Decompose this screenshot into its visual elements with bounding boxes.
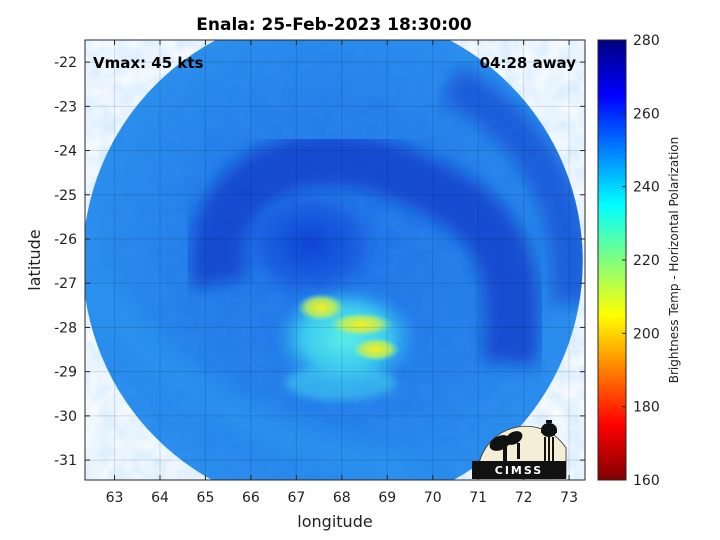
outer-warm-band [85,271,416,480]
colorbar: 160 180 200 220 240 260 280 Brightness Temp - … [597,33,681,489]
y-tick-label: -23 [54,99,77,115]
colorbar-tick-label: 220 [633,253,660,269]
y-tick-label: -26 [54,232,77,248]
colorbar-tick-label: 200 [633,326,660,342]
x-axis-label: longitude [297,512,372,531]
x-tick-label: 69 [378,490,396,506]
y-tick-label: -22 [54,55,77,71]
cold-spiral-band [190,132,540,366]
cyan-lower-band [285,364,396,401]
colorbar-tick-label: 240 [633,180,660,196]
y-tick-label: -27 [54,276,77,292]
time-away-annotation: 04:28 away [480,54,577,72]
satellite-dish-icon [489,431,523,461]
colorbar-tick-label: 260 [633,106,660,122]
x-tick-label: 68 [333,490,351,506]
plot-frame [84,39,586,481]
water-tower-icon [541,420,557,461]
warm-spot-2 [328,312,393,337]
chart-title: Enala: 25-Feb-2023 18:30:00 [196,15,472,35]
y-tick-label: -25 [54,188,77,204]
swath-features [85,65,583,480]
x-tick-label: 71 [469,490,487,506]
x-tick-label: 67 [287,490,305,506]
cimss-logo-text: CIMSS [495,464,543,477]
warm-spot-3 [351,337,400,362]
colorbar-ticks: 160 180 200 220 240 260 280 [622,33,660,489]
x-tick-label: 66 [242,490,260,506]
colorbar-tick-label: 280 [633,33,660,49]
plot-area: 63 64 65 66 67 68 69 70 71 72 73 -22-23-24-25-26-2… [54,39,586,506]
microwave-swath [85,40,583,480]
y-axis-label: latitude [25,229,44,290]
swath-disk-features [85,65,583,480]
y-tick-label: -29 [54,365,77,381]
y-tick-label: -28 [54,320,77,336]
colorbar-gradient [597,39,627,481]
cold-core [240,188,380,299]
x-tick-label: 64 [151,490,169,506]
colorbar-tick-label: 180 [633,400,660,416]
colorbar-label: Brightness Temp - Horizontal Polarizatio… [667,137,681,384]
x-axis-ticks: 63 64 65 66 67 68 69 70 71 72 73 [106,40,578,506]
x-tick-label: 65 [197,490,215,506]
y-tick-label: -30 [54,409,77,425]
y-tick-label: -24 [54,144,77,160]
x-tick-label: 70 [424,490,442,506]
colorbar-tick-label: 160 [633,473,660,489]
x-tick-label: 63 [106,490,124,506]
outer-cold-band [440,65,583,306]
y-axis-ticks: -22 -23 -24 -25 -26 -27 -28 -29 -30 -31 [54,55,585,469]
cimss-logo: CIMSS [472,420,567,479]
grid-lines [85,40,585,480]
warm-spot-1 [296,293,345,322]
x-tick-label: 73 [560,490,578,506]
vmax-annotation: Vmax: 45 kts [93,54,203,72]
x-tick-label: 72 [515,490,533,506]
y-tick-label: -31 [54,453,77,469]
